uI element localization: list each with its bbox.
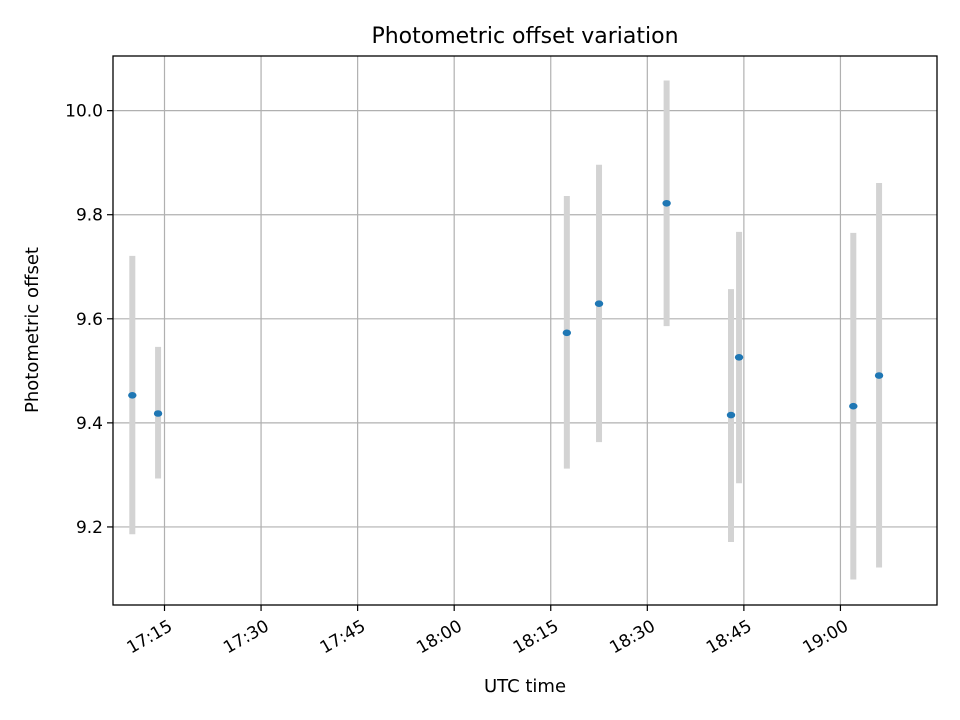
x-axis-label: UTC time bbox=[484, 676, 566, 697]
y-tick-label: 9.8 bbox=[76, 206, 103, 226]
error-bars bbox=[129, 80, 883, 580]
data-point bbox=[594, 300, 604, 308]
x-tick-label: 17:15 bbox=[124, 616, 176, 658]
x-axis-ticks: 17:15 17:30 17:45 18:00 18:15 18:30 18:45 19:00 bbox=[124, 605, 852, 658]
plot-frame bbox=[112, 55, 938, 606]
x-tick-label: 17:45 bbox=[317, 616, 369, 658]
y-tick-label: 9.6 bbox=[76, 310, 103, 330]
x-tick-label: 19:00 bbox=[800, 616, 852, 658]
data-point bbox=[662, 199, 671, 207]
data-point bbox=[128, 391, 137, 399]
grid-lines bbox=[113, 56, 937, 605]
data-point bbox=[562, 329, 572, 337]
chart-title: Photometric offset variation bbox=[371, 24, 678, 49]
data-point bbox=[726, 411, 736, 419]
data-point bbox=[874, 372, 884, 379]
data-points bbox=[128, 199, 884, 419]
data-point bbox=[849, 402, 858, 410]
y-axis-label: Photometric offset bbox=[22, 247, 43, 413]
x-tick-label: 18:00 bbox=[413, 616, 465, 658]
y-tick-label: 9.2 bbox=[76, 518, 103, 538]
data-point bbox=[153, 410, 163, 417]
x-tick-label: 18:45 bbox=[703, 616, 755, 658]
y-tick-label: 9.4 bbox=[76, 414, 103, 434]
x-tick-label: 18:15 bbox=[510, 616, 562, 658]
data-point bbox=[734, 353, 744, 361]
y-tick-label: 10.0 bbox=[65, 102, 103, 122]
x-tick-label: 18:30 bbox=[606, 616, 658, 658]
y-axis-ticks: 9.2 9.4 9.6 9.8 10.0 bbox=[65, 102, 113, 538]
x-tick-label: 17:30 bbox=[220, 616, 272, 658]
